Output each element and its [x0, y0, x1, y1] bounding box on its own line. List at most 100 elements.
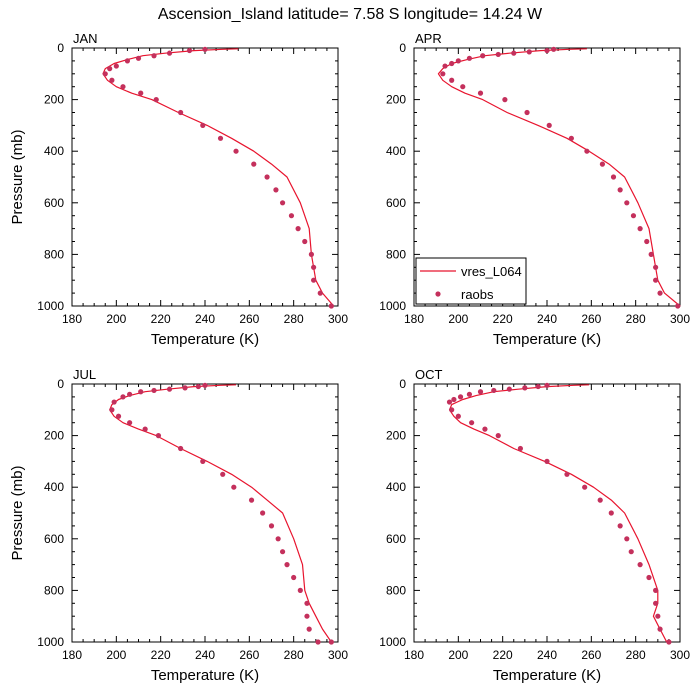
obs-point — [127, 391, 133, 397]
obs-point — [666, 639, 672, 645]
obs-point — [328, 639, 334, 645]
x-tick-label: 240 — [537, 312, 557, 326]
y-tick-label: 400 — [44, 144, 64, 158]
y-tick-label: 0 — [399, 377, 406, 391]
obs-point — [446, 399, 453, 405]
obs-point — [564, 471, 570, 477]
obs-point — [628, 549, 634, 555]
obs-point — [264, 174, 270, 180]
obs-point — [315, 639, 321, 645]
obs-point — [115, 413, 122, 419]
obs-point — [655, 613, 661, 619]
obs-point — [186, 47, 193, 54]
y-tick-label: 1000 — [37, 635, 64, 649]
obs-point — [153, 97, 159, 103]
obs-point — [195, 383, 201, 390]
obs-point — [233, 148, 239, 154]
x-axis-label: Temperature (K) — [493, 331, 601, 348]
obs-point — [653, 600, 659, 606]
obs-point — [597, 497, 603, 503]
y-tick-label: 200 — [386, 429, 406, 443]
y-tick-label: 600 — [386, 196, 406, 210]
obs-point — [220, 471, 226, 477]
y-tick-label: 400 — [44, 480, 64, 494]
obs-point — [113, 63, 119, 69]
y-tick-label: 0 — [399, 41, 406, 55]
obs-point — [646, 574, 652, 581]
obs-point — [311, 264, 317, 270]
y-tick-label: 800 — [44, 247, 64, 261]
x-tick-label: 280 — [284, 312, 304, 326]
obs-point — [491, 387, 497, 394]
y-tick-label: 0 — [57, 41, 64, 55]
obs-point — [502, 97, 508, 103]
obs-point — [506, 386, 512, 392]
x-tick-label: 300 — [328, 648, 348, 662]
legend-line-label: vres_L064 — [461, 264, 522, 279]
obs-point — [624, 200, 630, 206]
obs-point — [124, 58, 131, 64]
obs-point — [142, 426, 148, 432]
obs-point — [202, 46, 208, 52]
legend-marker-label: raobs — [461, 287, 494, 302]
obs-point — [551, 46, 557, 52]
x-tick-label: 200 — [106, 648, 126, 662]
plot-frame — [71, 47, 339, 307]
obs-point — [455, 413, 461, 419]
obs-point — [617, 523, 623, 529]
obs-point — [535, 383, 541, 390]
obs-point — [460, 84, 466, 90]
x-tick-label: 280 — [284, 648, 304, 662]
obs-point — [630, 213, 637, 219]
obs-point — [457, 394, 464, 400]
y-tick-label: 200 — [44, 429, 64, 443]
x-tick-label: 260 — [581, 312, 601, 326]
y-tick-label: 800 — [44, 583, 64, 597]
obs-point — [268, 523, 275, 529]
obs-point — [151, 387, 157, 394]
obs-point — [617, 187, 623, 193]
obs-point — [308, 251, 314, 257]
obs-point — [477, 90, 484, 96]
obs-point — [178, 109, 184, 116]
obs-point — [182, 385, 188, 391]
obs-point — [511, 50, 517, 56]
obs-point — [328, 303, 334, 309]
obs-point — [469, 420, 475, 426]
legend-box — [415, 257, 527, 305]
y-tick-label: 600 — [44, 532, 64, 546]
obs-point — [138, 389, 144, 395]
x-tick-label: 300 — [328, 312, 348, 326]
x-tick-label: 260 — [239, 648, 259, 662]
panel-jan: 180 200 220 240 260 280 300 0 200 400 600 800 1000 Te… — [9, 31, 348, 348]
panel-label: JAN — [73, 31, 98, 46]
obs-point — [546, 122, 552, 128]
y-axis-label: Pressure (mb) — [9, 465, 26, 560]
y-tick-label: 1000 — [379, 635, 406, 649]
series-line-vres_L064 — [109, 384, 332, 643]
obs-point — [166, 50, 173, 56]
obs-point — [248, 497, 255, 503]
obs-point — [151, 53, 157, 59]
x-tick-label: 240 — [537, 648, 557, 662]
obs-point — [544, 382, 550, 388]
y-axis-label: Pressure (mb) — [9, 129, 26, 224]
panel-jul: 180 200 220 240 260 280 300 0 200 400 600 800 1000 Te… — [9, 367, 348, 684]
obs-point — [120, 84, 126, 90]
obs-point — [120, 394, 126, 400]
obs-point — [295, 226, 301, 232]
obs-point — [466, 55, 473, 61]
x-tick-label: 280 — [626, 312, 646, 326]
obs-point — [675, 303, 681, 309]
x-axis-label: Temperature (K) — [493, 667, 601, 684]
obs-point — [653, 277, 659, 283]
x-tick-label: 280 — [626, 648, 646, 662]
y-tick-label: 1000 — [37, 299, 64, 313]
obs-point — [568, 135, 574, 141]
obs-point — [449, 77, 455, 83]
obs-point — [109, 407, 115, 413]
obs-point — [442, 63, 448, 69]
x-tick-label: 220 — [493, 648, 513, 662]
